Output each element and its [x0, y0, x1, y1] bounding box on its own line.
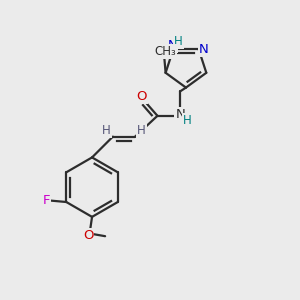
Text: CH₃: CH₃	[155, 45, 176, 58]
Text: H: H	[183, 114, 191, 127]
Text: N: N	[199, 43, 209, 56]
Text: O: O	[136, 90, 147, 103]
Text: F: F	[43, 194, 50, 207]
Text: O: O	[83, 229, 93, 242]
Text: N: N	[176, 108, 185, 122]
Text: H: H	[137, 124, 146, 136]
Text: H: H	[174, 35, 183, 48]
Text: N: N	[167, 39, 177, 52]
Text: H: H	[102, 124, 111, 136]
